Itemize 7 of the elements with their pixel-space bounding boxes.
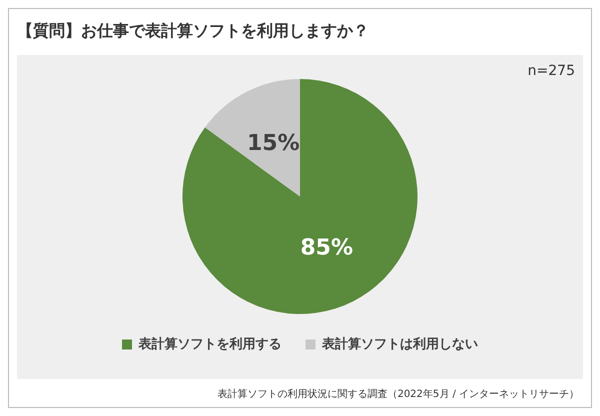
legend-label: 表計算ソフトは利用しない [321, 336, 478, 352]
chart-title: 【質問】お仕事で表計算ソフトを利用しますか？ [17, 21, 369, 42]
text: n=275 [528, 63, 575, 79]
legend-label: 表計算ソフトを利用する [138, 336, 282, 352]
data-label: 15% [246, 130, 300, 156]
data-label: 85% [300, 236, 354, 261]
text: 表計算ソフトの利用状況に関する調査（2022年5月 / インターネットリサーチ） [217, 388, 579, 401]
